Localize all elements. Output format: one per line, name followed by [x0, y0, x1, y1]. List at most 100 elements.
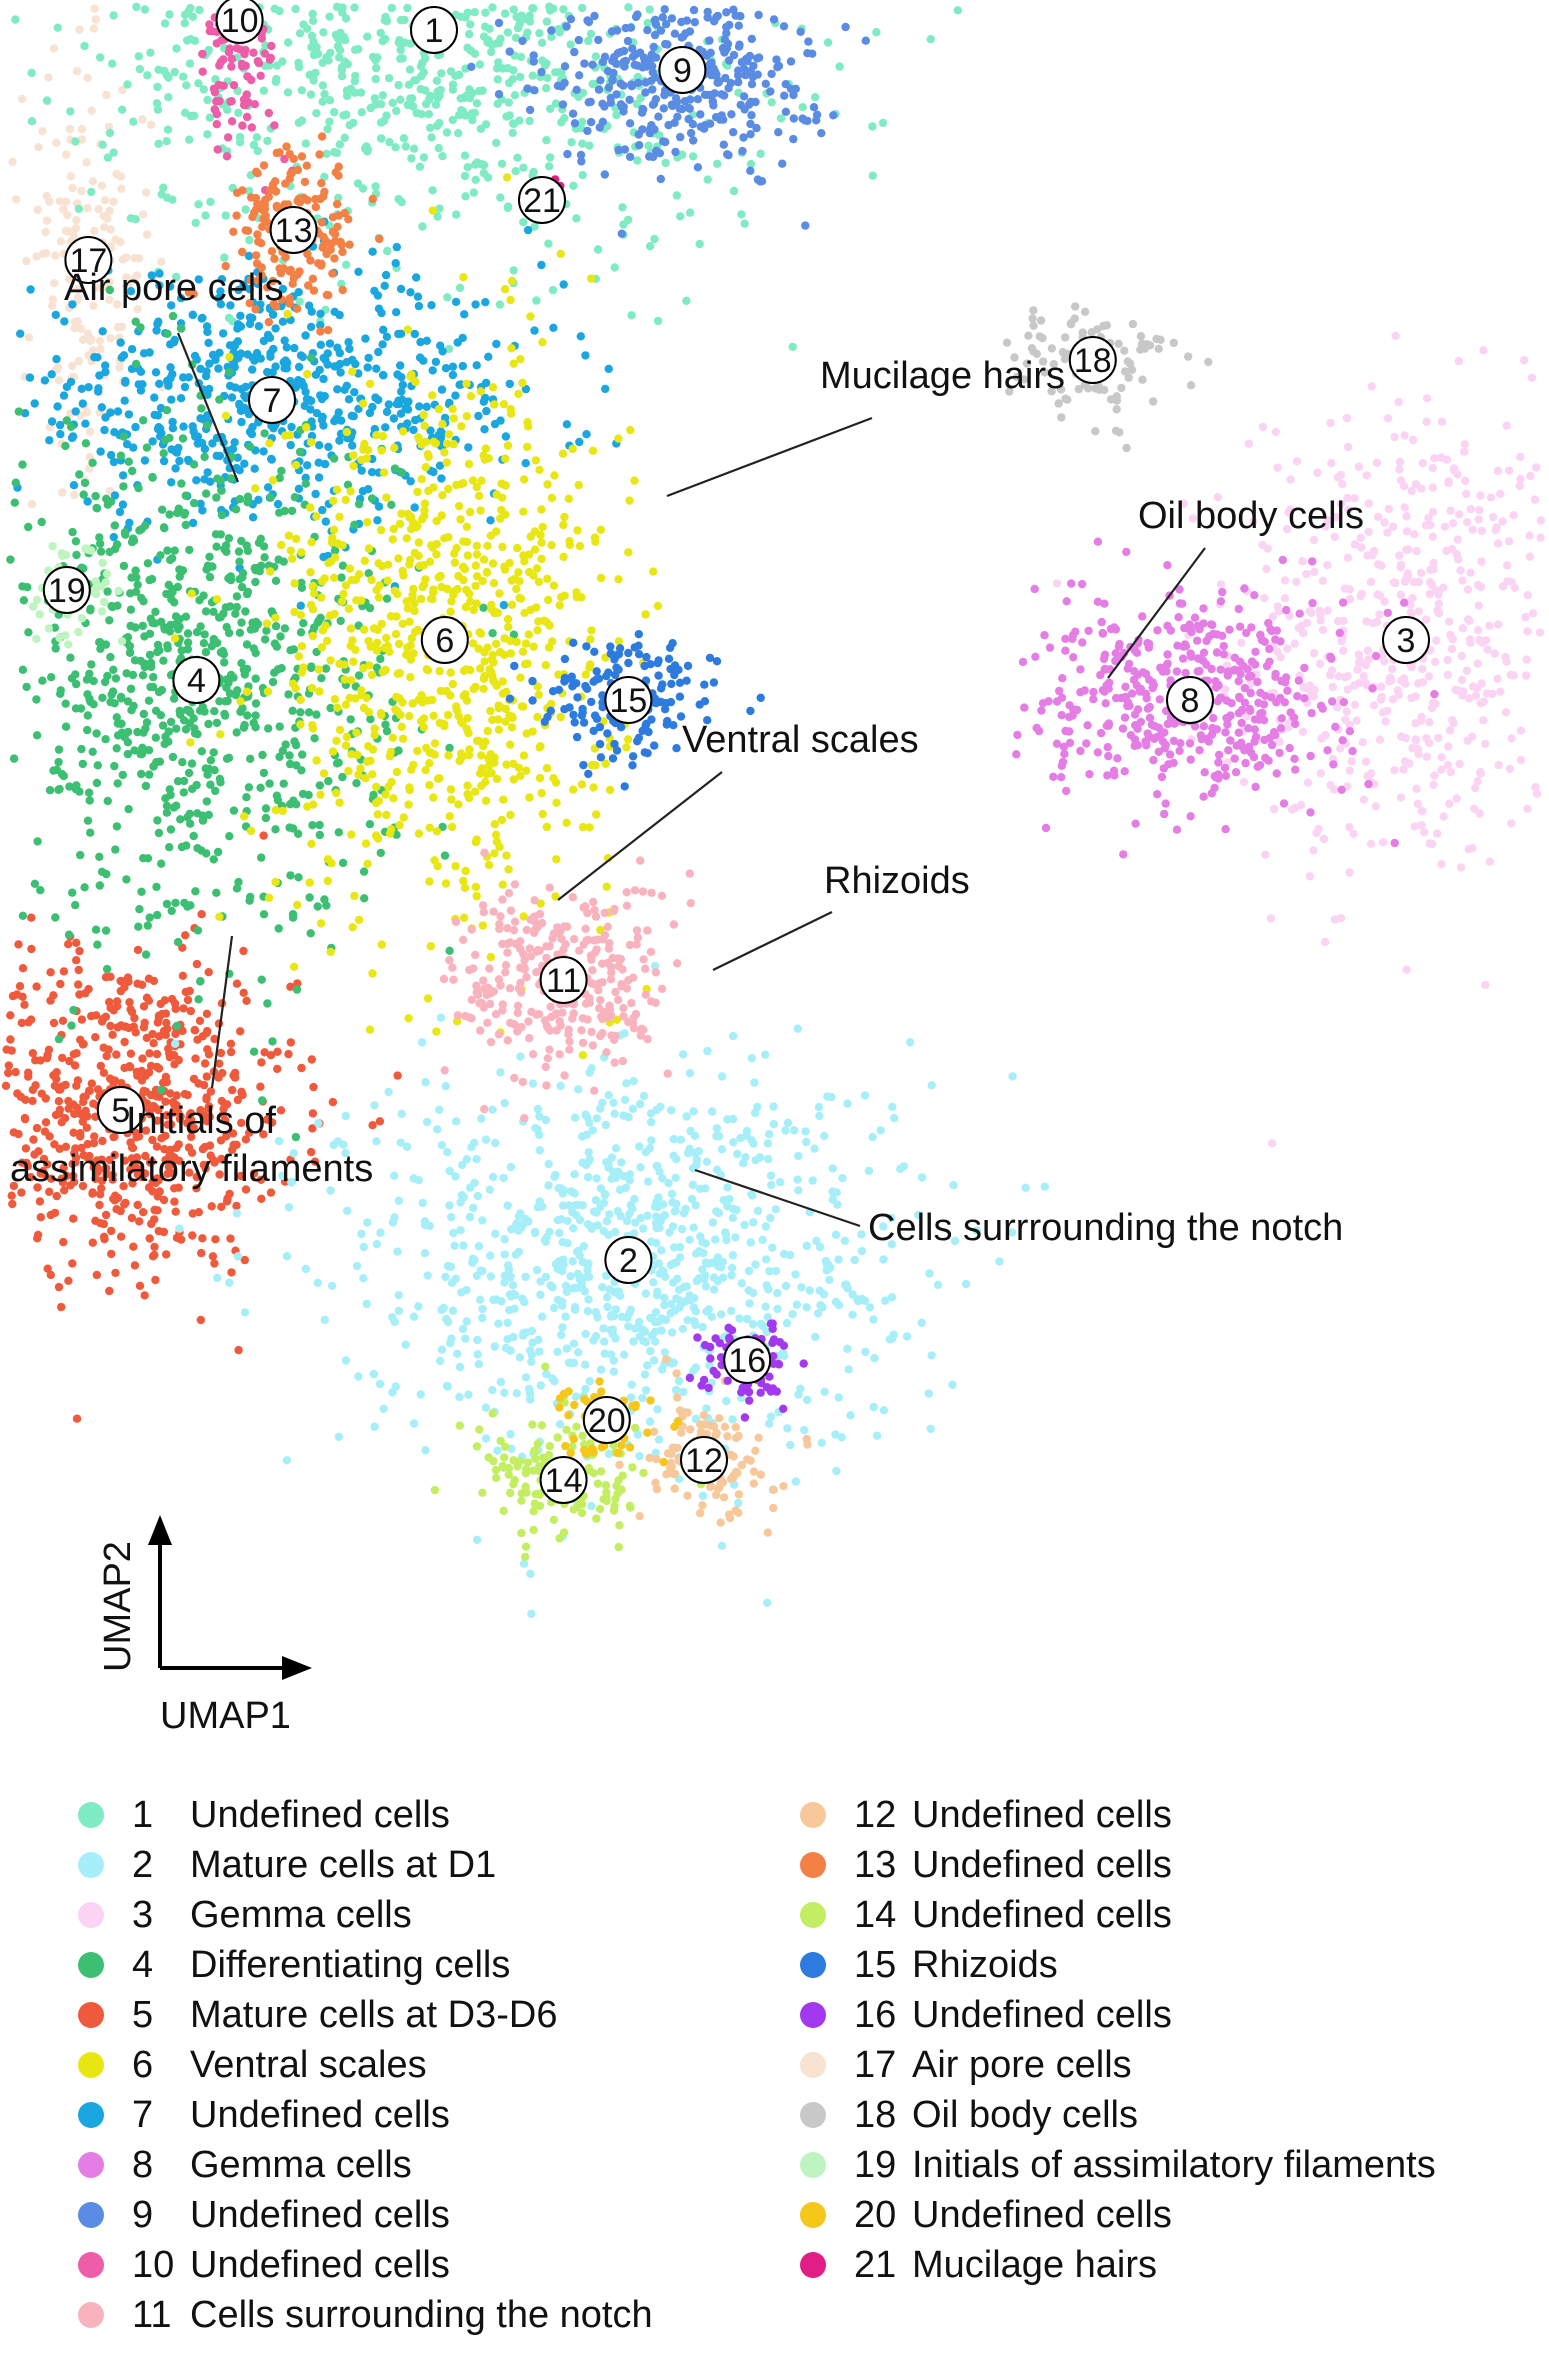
- point: [190, 36, 200, 45]
- point: [173, 777, 183, 786]
- point: [159, 1195, 169, 1205]
- point: [447, 822, 457, 832]
- point: [95, 533, 104, 542]
- point: [224, 534, 234, 543]
- point: [320, 89, 329, 99]
- point: [317, 593, 326, 602]
- point: [206, 1087, 216, 1096]
- point: [162, 899, 172, 909]
- point: [337, 72, 347, 81]
- point: [271, 613, 280, 622]
- point: [506, 295, 515, 305]
- point: [1309, 692, 1319, 701]
- point: [189, 714, 198, 723]
- point: [1292, 457, 1302, 466]
- point: [127, 1007, 137, 1017]
- point: [142, 188, 151, 197]
- point: [284, 38, 293, 47]
- point: [91, 491, 100, 501]
- point: [137, 980, 147, 989]
- point: [591, 52, 600, 61]
- point: [238, 704, 247, 713]
- point: [488, 1172, 498, 1182]
- point: [348, 355, 357, 365]
- point: [465, 1212, 475, 1222]
- point: [399, 571, 408, 580]
- point: [237, 417, 246, 427]
- point: [281, 740, 290, 749]
- point: [319, 769, 329, 778]
- point: [1456, 863, 1466, 872]
- point: [423, 1271, 432, 1280]
- point: [1271, 427, 1281, 437]
- point: [30, 399, 39, 408]
- point: [476, 1295, 485, 1304]
- point: [227, 393, 237, 402]
- point: [389, 794, 398, 803]
- point: [896, 1164, 905, 1174]
- point: [381, 423, 390, 432]
- point: [138, 671, 148, 680]
- point: [472, 599, 481, 608]
- point: [223, 105, 232, 115]
- point: [502, 760, 511, 769]
- point: [112, 713, 122, 722]
- point: [39, 1154, 49, 1164]
- point: [771, 1266, 781, 1276]
- point: [454, 129, 463, 138]
- point: [427, 133, 436, 142]
- point: [251, 674, 260, 683]
- point: [321, 664, 331, 673]
- point: [364, 445, 373, 455]
- point: [636, 93, 645, 103]
- point: [93, 1156, 102, 1165]
- point: [232, 602, 241, 612]
- point: [558, 449, 568, 458]
- point: [350, 891, 359, 901]
- point: [287, 422, 296, 432]
- point: [162, 406, 172, 415]
- point: [713, 159, 722, 168]
- point: [140, 662, 149, 672]
- point: [535, 29, 544, 38]
- point: [479, 674, 489, 683]
- point: [343, 1206, 352, 1216]
- point: [188, 784, 197, 794]
- point: [462, 1155, 471, 1164]
- point: [890, 1113, 899, 1123]
- point: [41, 227, 50, 237]
- point: [624, 3, 633, 12]
- point: [116, 338, 125, 347]
- point: [500, 285, 510, 294]
- point: [1475, 635, 1484, 645]
- point: [360, 556, 369, 565]
- point: [421, 1446, 430, 1455]
- point: [437, 69, 446, 78]
- point: [512, 584, 521, 594]
- point: [832, 1466, 841, 1476]
- point: [367, 670, 377, 680]
- point: [313, 902, 322, 911]
- point: [233, 1095, 242, 1105]
- point: [343, 480, 353, 489]
- point: [1452, 794, 1461, 803]
- point: [294, 118, 303, 128]
- point: [361, 839, 371, 848]
- point: [106, 1003, 115, 1013]
- point: [838, 1174, 847, 1183]
- point: [360, 894, 369, 903]
- point: [383, 576, 392, 585]
- point: [293, 900, 302, 910]
- point: [139, 1086, 148, 1096]
- point: [46, 1210, 55, 1220]
- point: [97, 1017, 107, 1026]
- point: [457, 1288, 466, 1297]
- point: [317, 643, 327, 652]
- point: [731, 1233, 740, 1242]
- point: [475, 60, 485, 69]
- point: [308, 16, 318, 25]
- point: [121, 530, 130, 539]
- point: [169, 694, 179, 703]
- point: [10, 498, 19, 507]
- point: [1310, 567, 1319, 577]
